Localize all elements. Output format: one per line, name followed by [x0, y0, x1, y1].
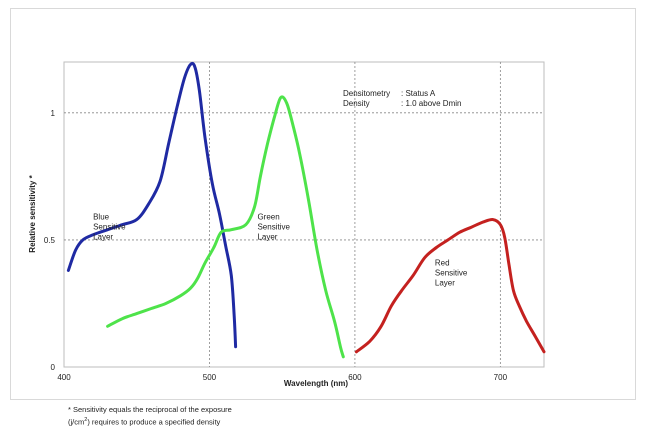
grid-lines [64, 62, 544, 367]
x-axis-title: Wavelength (nm) [284, 379, 348, 388]
spectral-sensitivity-chart: 400 500 600 700 00.51 Wavelength (nm) Relat… [28, 61, 546, 388]
note-value-densitometry: : Status A [401, 89, 436, 98]
series-group [66, 61, 546, 359]
x-tick-labels: 400 500 600 700 [57, 373, 507, 382]
plot-area [63, 61, 545, 368]
y-tick-label: 1 [51, 109, 56, 118]
note-key-density: Density [343, 99, 370, 108]
densitometry-note: Densitometry : Status A Density : 1.0 ab… [343, 89, 461, 108]
footnote-unit-exponent: 2 [84, 417, 88, 423]
x-tick-label: 600 [348, 373, 362, 382]
y-tick-label: 0.5 [44, 236, 56, 245]
y-tick-labels: 00.51 [44, 109, 56, 372]
series-line-red-sensitive-layer [354, 218, 546, 354]
series-label-line: Layer [435, 278, 455, 287]
note-value-density: : 1.0 above Dmin [401, 99, 461, 108]
series-line-blue-sensitive-layer [66, 61, 238, 349]
series-label-line: Sensitive [93, 223, 126, 232]
x-tick-label: 400 [57, 373, 71, 382]
series-label-line: Sensitive [257, 223, 290, 232]
series-label-line: Blue [93, 213, 110, 222]
x-tick-label: 700 [494, 373, 508, 382]
series-label-line: Layer [257, 233, 277, 242]
footnote-unit-prefix: (j/cm [68, 417, 85, 427]
footnote: * Sensitivity equals the reciprocal of t… [68, 405, 232, 428]
y-tick-label: 0 [51, 363, 56, 372]
note-key-densitometry: Densitometry [343, 89, 390, 98]
series-label-green-sensitive-layer: Green Sensitive Layer [257, 213, 290, 242]
series-line-green-sensitive-layer [106, 95, 345, 359]
footnote-unit-suffix: ) requires to produce a specified densit… [87, 417, 221, 427]
series-label-red-sensitive-layer: Red Sensitive Layer [435, 258, 468, 287]
series-label-line: Layer [93, 233, 113, 242]
series-label-blue-sensitive-layer: Blue Sensitive Layer [93, 213, 126, 242]
y-axis-title: Relative sensitivity * [28, 174, 37, 252]
footnote-line-2: (j/cm2) requires to produce a specified … [68, 415, 232, 428]
series-label-line: Green [257, 213, 279, 222]
x-tick-label: 500 [203, 373, 217, 382]
series-label-line: Red [435, 258, 450, 267]
chart-frame [10, 8, 636, 400]
footnote-line-1: * Sensitivity equals the reciprocal of t… [68, 405, 232, 414]
series-label-line: Sensitive [435, 268, 468, 277]
